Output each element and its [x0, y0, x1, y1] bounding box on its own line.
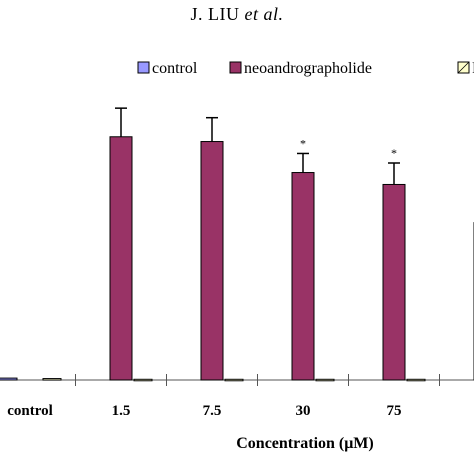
legend-swatch-hatch: [457, 61, 470, 74]
header-author: J. LIU: [190, 4, 240, 24]
x-axis-label: Concentration (μM): [236, 435, 373, 452]
x-tick-label: control: [7, 403, 53, 419]
bar-control: [0, 377, 18, 381]
bar-neoandrographolide: [109, 136, 133, 381]
bar-neoandrographolide: [382, 183, 406, 381]
legend-label: neoandrographolide: [244, 60, 372, 77]
x-tick-label: 1.5: [112, 403, 131, 419]
bar-pma: [42, 378, 62, 381]
significance-marker: *: [391, 146, 397, 160]
x-tick-label: 7.5: [203, 403, 222, 419]
x-tick-label: 30: [296, 403, 311, 419]
legend-swatch-neoandrographolide: [229, 61, 242, 74]
legend-label: control: [152, 60, 198, 77]
x-tick-label: 75: [387, 403, 402, 419]
bar-pma: [315, 378, 335, 382]
bar-pma: [133, 378, 153, 382]
header-suffix: et al.: [244, 4, 284, 24]
bar-pma: [224, 378, 244, 382]
page-header: J. LIU et al.: [0, 4, 474, 25]
bar-neoandrographolide: [200, 141, 224, 381]
significance-marker: *: [300, 136, 306, 150]
bar-pma: [406, 378, 426, 382]
bar-neoandrographolide: [291, 172, 315, 381]
legend-label: PMA: [472, 60, 474, 77]
legend-swatch-control: [137, 61, 150, 74]
